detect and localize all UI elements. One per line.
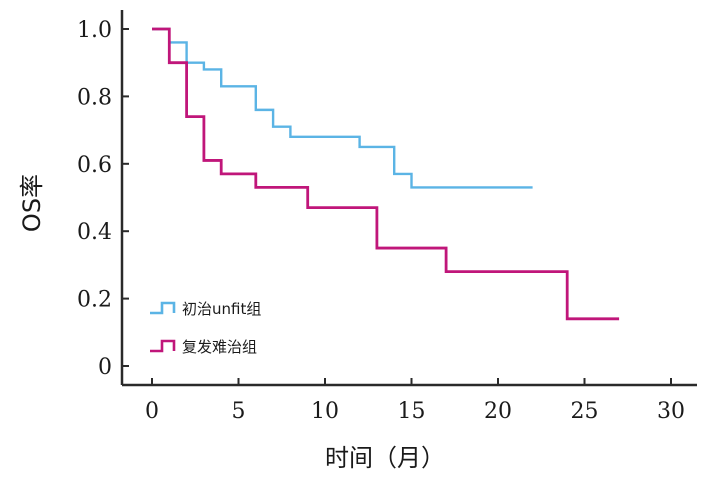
y-tick-label: 0.2	[77, 288, 112, 313]
legend-swatch-1	[150, 301, 176, 315]
x-axis-title: 时间（月）	[325, 444, 445, 472]
legend-swatch-2	[150, 339, 176, 353]
y-tick-label: 0.6	[77, 153, 112, 178]
x-tick-label: 5	[232, 399, 246, 424]
x-ticks: 0 5 10 15 20 25 30	[145, 378, 685, 424]
y-tick-label: 0.4	[77, 220, 112, 245]
x-tick-label: 0	[145, 399, 159, 424]
series-line-2	[152, 27, 620, 321]
y-ticks: 0 0.2 0.4 0.6 0.8 1.0	[77, 18, 129, 380]
series-line-1	[152, 27, 533, 189]
x-tick-label: 25	[571, 399, 599, 424]
axes	[120, 10, 697, 387]
survival-curves	[152, 27, 620, 321]
legend-label-2: 复发难治组	[182, 338, 257, 356]
legend-label-1: 初治unfit组	[182, 300, 261, 318]
y-axis-title: OS率	[18, 174, 46, 232]
y-tick-label: 1.0	[77, 18, 112, 43]
y-tick-label: 0.8	[77, 85, 112, 110]
x-tick-label: 20	[484, 399, 512, 424]
x-tick-label: 10	[311, 399, 339, 424]
y-tick-label: 0	[98, 355, 112, 380]
x-tick-label: 15	[398, 399, 426, 424]
x-tick-label: 30	[657, 399, 685, 424]
